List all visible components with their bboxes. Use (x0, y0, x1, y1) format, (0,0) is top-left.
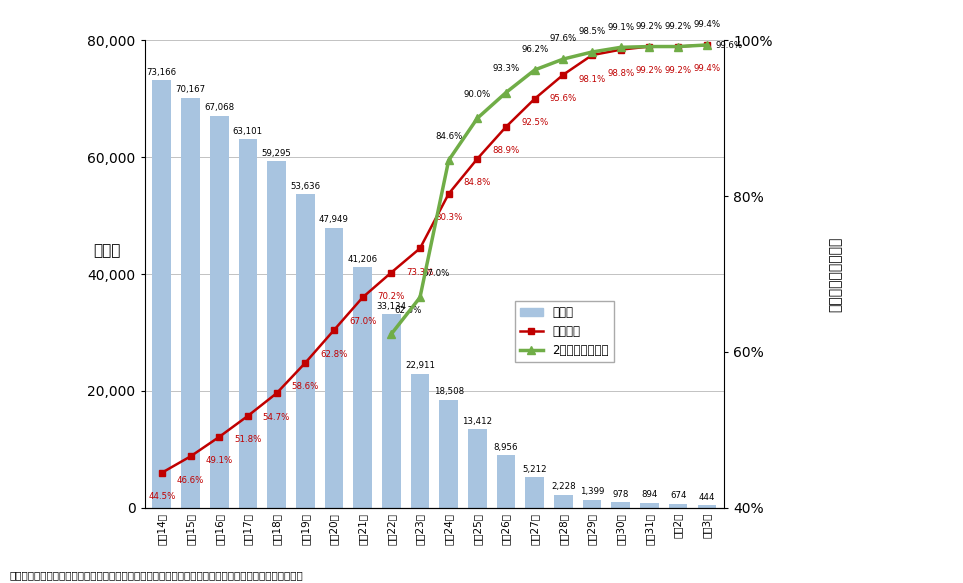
Text: 99.2%: 99.2% (664, 22, 691, 31)
Text: 99.6%: 99.6% (716, 41, 742, 50)
Bar (583, 500, 602, 508)
Bar (382, 314, 401, 508)
Text: 59,295: 59,295 (262, 149, 292, 158)
Text: 97.6%: 97.6% (550, 34, 577, 43)
Text: 出典：文部科学省「公立学校施設の耐震改修状況フォローアップ調査の結果について」（令和３年８月）: 出典：文部科学省「公立学校施設の耐震改修状況フォローアップ調査の結果について」（… (10, 570, 303, 580)
Text: 46.6%: 46.6% (177, 476, 204, 485)
Text: 99.4%: 99.4% (693, 20, 720, 29)
Y-axis label: 耐震化率及び実施率: 耐震化率及び実施率 (828, 236, 842, 312)
Text: 84.8%: 84.8% (463, 178, 491, 187)
Text: 99.2%: 99.2% (636, 22, 663, 31)
Text: 88.9%: 88.9% (492, 146, 520, 155)
Text: 894: 894 (641, 490, 658, 499)
Bar (468, 430, 486, 508)
Bar (497, 455, 515, 508)
Bar (697, 505, 716, 508)
Text: 58.6%: 58.6% (292, 382, 319, 391)
Text: 95.6%: 95.6% (550, 94, 577, 103)
Bar (669, 504, 688, 508)
Text: 98.8%: 98.8% (607, 69, 635, 78)
Text: 5,212: 5,212 (522, 465, 547, 474)
Text: 63,101: 63,101 (233, 127, 263, 136)
Text: 54.7%: 54.7% (263, 413, 290, 422)
Legend: 残棟数, 耐震化率, 2次診断等実施率: 残棟数, 耐震化率, 2次診断等実施率 (515, 301, 613, 361)
Text: 99.4%: 99.4% (693, 65, 720, 73)
Bar (640, 503, 659, 508)
Text: 978: 978 (612, 490, 629, 498)
Bar (268, 161, 286, 508)
Text: 70.2%: 70.2% (377, 292, 405, 301)
Text: 99.2%: 99.2% (636, 66, 663, 75)
Text: 444: 444 (698, 493, 716, 502)
Text: 67.0%: 67.0% (423, 269, 451, 278)
Bar (181, 98, 200, 508)
Text: 44.5%: 44.5% (148, 492, 175, 501)
Text: 18,508: 18,508 (433, 387, 464, 396)
Text: 53,636: 53,636 (290, 182, 321, 191)
Bar (554, 495, 573, 508)
Y-axis label: 残棟数: 残棟数 (93, 243, 120, 258)
Text: 98.1%: 98.1% (579, 75, 606, 83)
Text: 67,068: 67,068 (204, 103, 234, 113)
Text: 73,166: 73,166 (146, 68, 177, 77)
Text: 80.3%: 80.3% (435, 213, 462, 222)
Text: 674: 674 (670, 491, 687, 500)
Bar (325, 227, 343, 508)
Text: 62.8%: 62.8% (321, 350, 348, 359)
Bar (612, 502, 630, 508)
Text: 92.5%: 92.5% (521, 118, 548, 127)
Text: 67.0%: 67.0% (349, 317, 377, 326)
Bar (152, 80, 171, 508)
Text: 70,167: 70,167 (175, 85, 205, 94)
Text: 96.2%: 96.2% (521, 45, 548, 54)
Text: 90.0%: 90.0% (464, 90, 491, 99)
Bar (439, 400, 458, 508)
Text: 84.6%: 84.6% (435, 132, 462, 141)
Text: 8,956: 8,956 (494, 443, 518, 452)
Text: 49.1%: 49.1% (205, 456, 233, 465)
Bar (353, 267, 372, 508)
Text: 99.1%: 99.1% (608, 23, 635, 31)
Text: 2,228: 2,228 (551, 482, 576, 491)
Text: 98.5%: 98.5% (579, 27, 606, 36)
Text: 47,949: 47,949 (319, 215, 349, 224)
Bar (526, 477, 544, 508)
Text: 73.3%: 73.3% (406, 268, 433, 277)
Text: 99.2%: 99.2% (664, 66, 691, 75)
Text: 62.3%: 62.3% (394, 305, 422, 315)
Text: 1,399: 1,399 (580, 487, 604, 496)
Text: 33,134: 33,134 (377, 301, 406, 311)
Text: 41,206: 41,206 (348, 255, 377, 264)
Text: 93.3%: 93.3% (492, 64, 520, 73)
Text: 13,412: 13,412 (462, 417, 492, 426)
Bar (296, 194, 315, 508)
Text: 51.8%: 51.8% (234, 436, 262, 444)
Text: 22,911: 22,911 (405, 361, 435, 370)
Bar (410, 374, 429, 508)
Bar (239, 139, 257, 508)
Bar (210, 116, 228, 508)
